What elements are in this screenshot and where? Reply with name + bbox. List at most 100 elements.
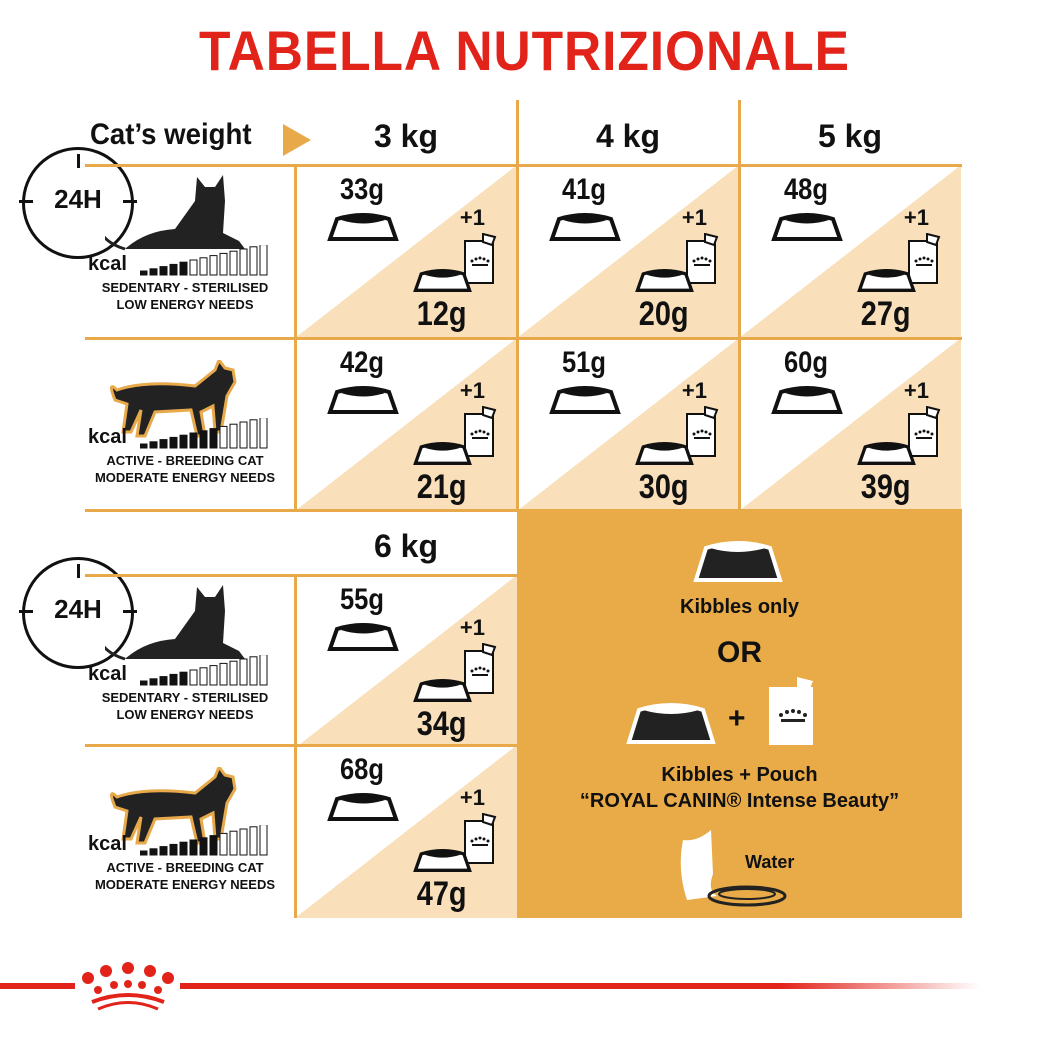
triangle-right-icon [283,124,311,156]
kibble-bowl-icon [327,386,399,414]
mixed-feeding-amount: 34g [417,705,467,743]
weight-5kg: 5 kg [817,118,883,154]
walking-cat-icon [110,767,237,845]
kibble-bowl-icon [549,386,621,414]
profile-line2: MODERATE ENERGY NEEDS [94,470,276,485]
kibble-bowl-icon [413,679,472,702]
kcal-label: kcal [88,663,127,685]
mixed-feeding-amount: 47g [417,875,467,913]
kibble-bowl-icon [857,269,916,292]
cat-drinking-water-icon [680,830,787,907]
kcal-label: kcal [88,253,127,275]
plus-sign: + [728,702,746,735]
pouch-icon [464,813,497,864]
mixed-feeding-amount: 20g [639,295,689,333]
pouch-icon [686,233,719,284]
profile-line1: SEDENTARY - STERILISED [101,690,269,705]
kibble-bowl-icon [626,703,716,744]
pouch-icon [464,233,497,284]
energy-level-bars [140,825,268,856]
kibble-bowl-icon [771,213,843,241]
feeding-cell: 48g +1 27g [739,165,961,338]
pouch-icon [908,233,941,284]
pouch-count: +1 [459,785,485,810]
pouch-icon [464,643,497,694]
clock-label: 24H [54,184,102,214]
mixed-feeding-amount: 39g [861,468,911,506]
kibble-bowl-icon [635,442,694,465]
pouch-icon [464,406,497,457]
energy-level-bars [140,655,268,686]
divider [85,574,517,577]
weight-3kg: 3 kg [373,118,439,154]
kibbles-only-amount: 42g [340,346,384,379]
mixed-feeding-amount: 30g [639,468,689,506]
pouch-icon [686,406,719,457]
energy-level-bars [140,245,268,276]
activity-profile: ACTIVE - BREEDING CAT MODERATE ENERGY NEE… [60,452,310,486]
profile-line2: LOW ENERGY NEEDS [116,707,254,722]
kibbles-only-amount: 60g [784,346,828,379]
water-label: Water [745,852,795,872]
clock-label: 24H [54,594,102,624]
lying-cat-icon [105,585,245,661]
pouch-icon [769,677,813,745]
mixed-feeding-amount: 21g [417,468,467,506]
kibble-bowl-icon [327,213,399,241]
kibble-bowl-icon [857,442,916,465]
energy-level-bars [140,418,268,449]
kcal-label: kcal [88,833,127,855]
feeding-cell: 42g +1 21g [295,338,517,511]
feeding-legend-panel: Kibbles only OR + Kibbles + Pouch “ROYAL… [517,510,962,918]
pouch-count: +1 [459,205,485,230]
kibble-bowl-icon [413,269,472,292]
pouch-count: +1 [681,205,707,230]
kibbles-only-amount: 68g [340,753,384,786]
kibbles-only-amount: 33g [340,173,384,206]
profile-line1: ACTIVE - BREEDING CAT [106,860,264,875]
divider [516,100,519,510]
divider [85,744,517,747]
kibble-bowl-icon [327,793,399,821]
feeding-cell: 33g +1 12g [295,165,517,338]
divider [738,100,741,510]
profile-line1: ACTIVE - BREEDING CAT [106,453,264,468]
kibble-bowl-icon [413,849,472,872]
footer-line [0,983,75,989]
profile-line2: MODERATE ENERGY NEEDS [94,877,276,892]
mixed-feeding-amount: 27g [861,295,911,333]
kibble-bowl-icon [549,213,621,241]
kibbles-only-label: Kibbles only [680,596,799,618]
kcal-label: kcal [88,426,127,448]
profile-line1: SEDENTARY - STERILISED [101,280,269,295]
divider [294,575,297,918]
weight-6kg: 6 kg [373,528,439,564]
footer-line [180,983,980,989]
page-title: TABELLA NUTRIZIONALE [199,19,850,82]
activity-profile: ACTIVE - BREEDING CAT MODERATE ENERGY NEE… [60,859,310,893]
product-name: “ROYAL CANIN® Intense Beauty” [579,790,900,812]
profile-line2: LOW ENERGY NEEDS [116,297,254,312]
walking-cat-icon [110,360,237,438]
royal-canin-crown-logo [82,962,174,1011]
kibble-bowl-icon [771,386,843,414]
or-label: OR [717,636,762,669]
lying-cat-icon [105,175,245,251]
kibbles-only-amount: 41g [562,173,606,206]
divider [85,337,962,340]
mixed-feeding-amount: 12g [417,295,467,333]
activity-profile: SEDENTARY - STERILISED LOW ENERGY NEEDS [60,689,310,723]
cats-weight-label: Cat’s weight [90,118,252,151]
pouch-count: +1 [459,615,485,640]
pouch-count: +1 [681,378,707,403]
weight-4kg: 4 kg [595,118,661,154]
feeding-cell: 55g +1 34g [295,575,517,748]
pouch-count: +1 [903,378,929,403]
feeding-cell: 51g +1 30g [517,338,739,511]
feeding-cell: 68g +1 47g [295,745,517,918]
kibbles-pouch-label: Kibbles + Pouch [661,764,818,786]
divider [294,165,297,510]
kibble-bowl-icon [635,269,694,292]
feeding-cell: 41g +1 20g [517,165,739,338]
pouch-icon [908,406,941,457]
